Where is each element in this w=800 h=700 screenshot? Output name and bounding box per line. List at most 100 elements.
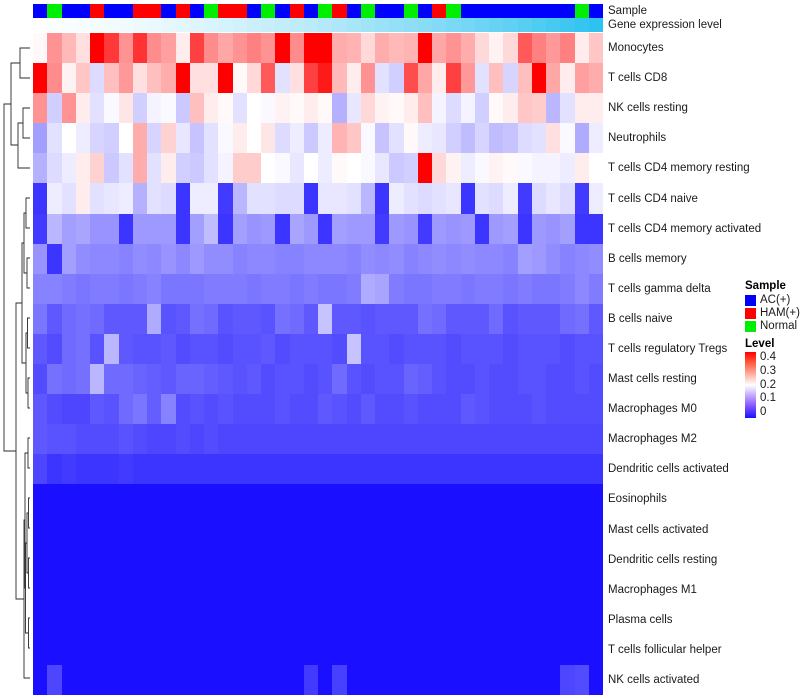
heatmap-cell <box>531 394 546 425</box>
gene-expression-annotation-cell <box>389 18 404 32</box>
heatmap-cell <box>104 394 119 425</box>
heatmap-cell <box>175 123 190 154</box>
heatmap-cell <box>189 364 204 395</box>
heatmap-cell <box>61 424 76 455</box>
sample-annotation-cell <box>175 4 190 18</box>
heatmap-cell <box>389 153 404 184</box>
heatmap-cell <box>432 484 447 515</box>
gene-expression-annotation-bar <box>33 18 603 32</box>
heatmap-cell <box>531 634 546 665</box>
heatmap-cell <box>189 213 204 244</box>
heatmap-cell <box>460 634 475 665</box>
heatmap-row <box>33 574 603 605</box>
heatmap-cell <box>75 574 90 605</box>
heatmap-cell <box>346 243 361 274</box>
heatmap-cell <box>61 514 76 545</box>
heatmap-cell <box>161 303 176 334</box>
heatmap-cell <box>218 273 233 304</box>
heatmap-cell <box>175 394 190 425</box>
row-dendrogram <box>3 47 30 679</box>
gene-expression-annotation-cell <box>517 18 532 32</box>
heatmap-cell <box>588 93 603 124</box>
heatmap-cell <box>489 484 504 515</box>
heatmap-cell <box>446 33 461 64</box>
sample-legend-title: Sample <box>745 280 786 292</box>
heatmap-cell <box>318 454 333 485</box>
heatmap-cell <box>474 424 489 455</box>
heatmap-cell <box>489 303 504 334</box>
heatmap-cell <box>546 364 561 395</box>
gene-expression-annotation-cell <box>75 18 90 32</box>
heatmap-cell <box>118 544 133 575</box>
heatmap-cell <box>75 364 90 395</box>
sample-annotation-cell <box>90 4 105 18</box>
heatmap-cell <box>232 664 247 696</box>
sample-annotation-cell <box>460 4 475 18</box>
heatmap-cell <box>332 93 347 124</box>
heatmap-cell <box>375 544 390 575</box>
heatmap-cell <box>75 273 90 304</box>
heatmap-cell <box>218 664 233 696</box>
heatmap-cell <box>432 303 447 334</box>
heatmap-cell <box>531 664 546 696</box>
heatmap-cell <box>474 484 489 515</box>
heatmap-cell <box>389 634 404 665</box>
heatmap-cell <box>90 364 105 395</box>
heatmap-cell <box>246 123 261 154</box>
heatmap-cell <box>489 153 504 184</box>
heatmap-cell <box>132 153 147 184</box>
heatmap-cell <box>432 394 447 425</box>
heatmap-cell <box>289 484 304 515</box>
heatmap-cell <box>218 63 233 94</box>
heatmap-cell <box>446 303 461 334</box>
heatmap-cell <box>204 424 219 455</box>
heatmap-cell <box>546 574 561 605</box>
legend-item-label: HAM(+) <box>760 307 800 319</box>
heatmap-cell <box>47 63 62 94</box>
heatmap-cell <box>318 273 333 304</box>
heatmap-cell <box>375 123 390 154</box>
heatmap-cell <box>574 63 589 94</box>
legend-panel: Sample AC(+) HAM(+) Normal Level 0.4 0.3 0.2… <box>745 280 800 418</box>
sample-legend-item: Normal <box>745 320 800 333</box>
heatmap-cell <box>474 574 489 605</box>
heatmap-cell <box>546 634 561 665</box>
heatmap-cell <box>460 213 475 244</box>
heatmap-cell <box>118 213 133 244</box>
sample-annotation-cell <box>474 4 489 18</box>
heatmap-cell <box>61 303 76 334</box>
heatmap-cell <box>360 243 375 274</box>
heatmap-cell <box>403 424 418 455</box>
heatmap-cell <box>218 574 233 605</box>
heatmap-cell <box>118 63 133 94</box>
heatmap-row <box>33 333 603 365</box>
heatmap-cell <box>47 454 62 485</box>
level-tick-label: 0.1 <box>760 392 776 405</box>
heatmap-cell <box>560 394 575 425</box>
heatmap-cell <box>403 183 418 214</box>
heatmap-cell <box>318 424 333 455</box>
heatmap-cell <box>389 604 404 635</box>
heatmap-cell <box>318 544 333 575</box>
heatmap-cell <box>189 514 204 545</box>
heatmap-cell <box>61 213 76 244</box>
heatmap-cell <box>289 544 304 575</box>
heatmap-cell <box>517 454 532 485</box>
sample-annotation-cell <box>61 4 76 18</box>
heatmap-cell <box>104 664 119 696</box>
heatmap-cell <box>318 153 333 184</box>
level-tick-label: 0.4 <box>760 351 776 363</box>
heatmap-cell <box>232 33 247 64</box>
gene-expression-annotation-cell <box>104 18 119 32</box>
heatmap-cell <box>318 243 333 274</box>
heatmap-cell <box>574 424 589 455</box>
heatmap-cell <box>389 424 404 455</box>
heatmap-cell <box>189 664 204 696</box>
heatmap-cell <box>218 183 233 214</box>
heatmap-cell <box>246 183 261 214</box>
heatmap-cell <box>503 664 518 696</box>
heatmap-cell <box>275 213 290 244</box>
heatmap-cell <box>189 544 204 575</box>
heatmap-cell <box>161 63 176 94</box>
heatmap-cell <box>189 183 204 214</box>
